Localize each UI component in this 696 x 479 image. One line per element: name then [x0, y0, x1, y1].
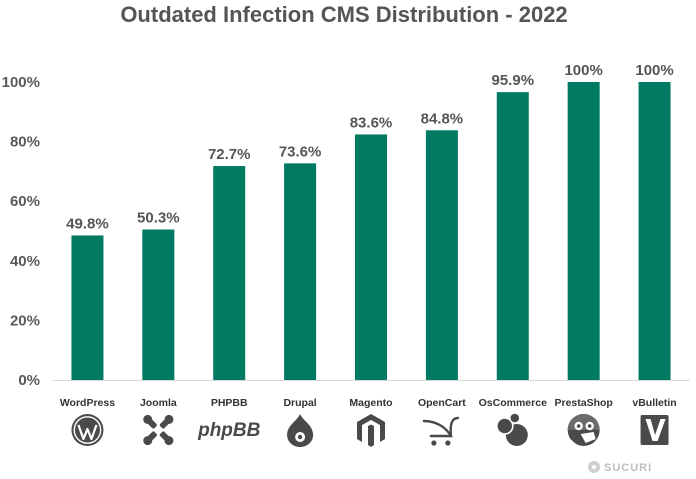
- phpbb-logo-text: phpBB: [197, 420, 261, 441]
- bar-magento: [355, 134, 387, 380]
- x-label-drupal: Drupal: [283, 397, 316, 409]
- bar-phpbb: [213, 166, 246, 380]
- oscommerce-icon: [495, 412, 528, 446]
- chart-title: Outdated Infection CMS Distribution - 20…: [120, 2, 567, 27]
- y-tick-label: 0%: [18, 372, 40, 389]
- bar-drupal: [284, 163, 317, 380]
- data-labels: 49.8% 50.3% 72.7% 73.6% 83.6% 84.8% 95.9% 100% 1…: [66, 62, 674, 232]
- bar-joomla: [142, 229, 175, 380]
- sucuri-logo: SUCURI: [588, 461, 652, 474]
- x-label-opencart: OpenCart: [418, 397, 466, 409]
- data-label-vbulletin: 100%: [635, 62, 673, 79]
- x-axis-labels: WordPress Joomla PHPBB Drupal Magento OpenCar…: [60, 397, 677, 409]
- bar-opencart: [425, 130, 458, 380]
- x-label-oscommerce: OsCommerce: [479, 397, 547, 409]
- y-tick-label: 100%: [2, 74, 40, 91]
- magento-icon: [357, 414, 385, 447]
- y-tick-label: 40%: [10, 253, 40, 270]
- data-label-phpbb: 72.7%: [208, 146, 251, 163]
- bars: [71, 82, 671, 380]
- drupal-icon: [287, 414, 314, 447]
- data-label-wordpress: 49.8%: [66, 215, 109, 232]
- x-label-magento: Magento: [349, 397, 392, 409]
- cms-icons: phpBB: [71, 412, 669, 448]
- bar-vbulletin: [638, 82, 671, 380]
- y-tick-label: 60%: [10, 193, 40, 210]
- y-tick-label: 20%: [10, 312, 40, 329]
- x-label-wordpress: WordPress: [60, 397, 115, 409]
- y-axis: 0% 20% 40% 60% 80% 100%: [2, 74, 40, 389]
- data-label-oscommerce: 95.9%: [492, 72, 535, 89]
- data-label-prestashop: 100%: [564, 62, 602, 79]
- data-label-joomla: 50.3%: [137, 210, 180, 227]
- bar-prestashop: [567, 82, 600, 380]
- vbulletin-icon: [640, 415, 669, 445]
- data-label-opencart: 84.8%: [421, 110, 464, 127]
- bar-oscommerce: [496, 92, 529, 380]
- phpbb-icon: phpBB: [197, 420, 261, 441]
- x-label-vbulletin: vBulletin: [632, 397, 676, 409]
- wordpress-icon: [71, 414, 104, 446]
- prestashop-icon: [567, 414, 600, 448]
- joomla-icon: [143, 414, 174, 446]
- x-label-joomla: Joomla: [140, 397, 177, 409]
- data-label-magento: 83.6%: [350, 114, 393, 131]
- data-label-drupal: 73.6%: [279, 143, 322, 160]
- bar-wordpress: [71, 235, 104, 380]
- sucuri-logo-text: SUCURI: [604, 462, 652, 474]
- x-label-phpbb: PHPBB: [211, 397, 248, 409]
- y-tick-label: 80%: [10, 134, 40, 151]
- x-label-prestashop: PrestaShop: [554, 397, 612, 409]
- opencart-icon: [422, 416, 460, 446]
